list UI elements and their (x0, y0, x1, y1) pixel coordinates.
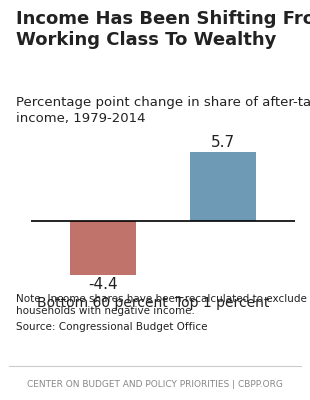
Bar (70, 221, 136, 275)
Text: Note: Income shares have been recalculated to exclude
households with negative i: Note: Income shares have been recalculat… (16, 294, 306, 316)
Text: -4.4: -4.4 (88, 277, 118, 292)
Text: Source: Congressional Budget Office: Source: Congressional Budget Office (16, 322, 207, 332)
Text: Percentage point change in share of after-tax
income, 1979-2014: Percentage point change in share of afte… (16, 96, 310, 125)
Bar (190, 152, 255, 221)
Text: CENTER ON BUDGET AND POLICY PRIORITIES | CBPP.ORG: CENTER ON BUDGET AND POLICY PRIORITIES |… (27, 380, 283, 389)
Text: Income Has Been Shifting From
Working Class To Wealthy: Income Has Been Shifting From Working Cl… (16, 10, 310, 49)
Text: 5.7: 5.7 (210, 135, 235, 150)
